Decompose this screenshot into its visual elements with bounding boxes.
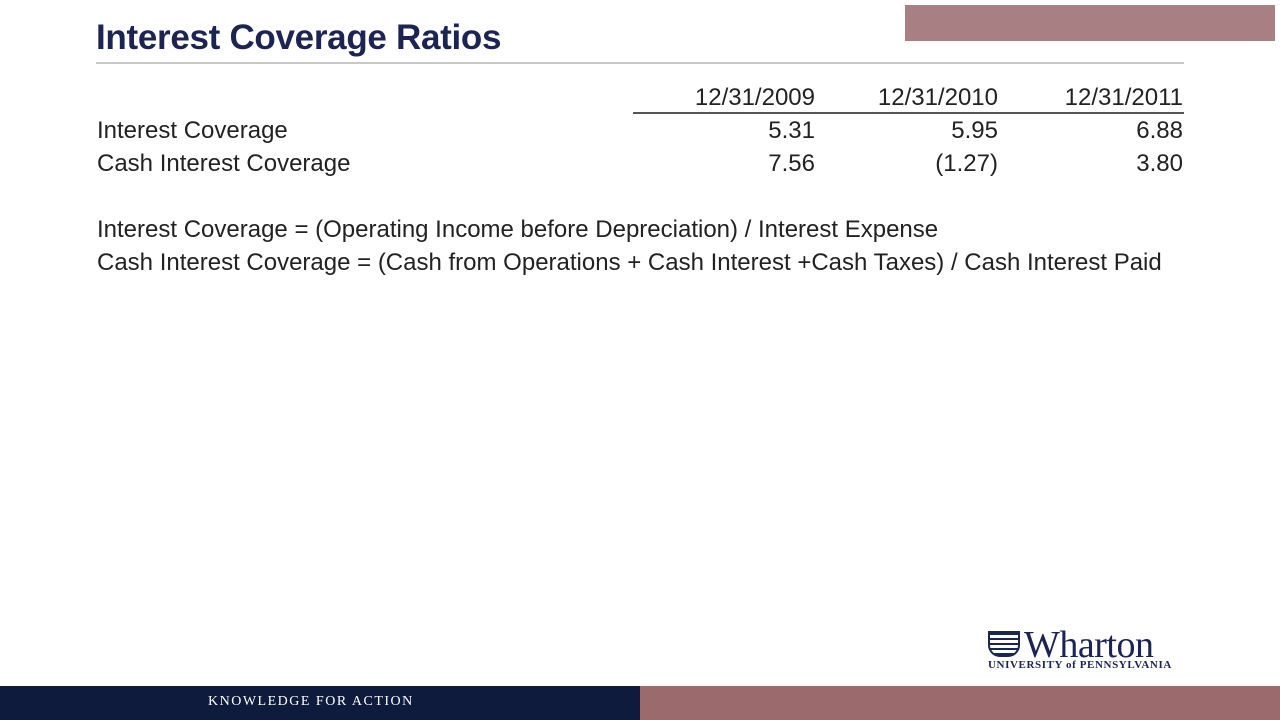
penn-shield-icon <box>988 631 1020 657</box>
column-header-2010: 12/31/2010 <box>877 84 998 111</box>
row-label-interest-coverage: Interest Coverage <box>97 117 288 144</box>
table-cell: 5.95 <box>951 117 998 144</box>
formula-cash-interest-coverage: Cash Interest Coverage = (Cash from Oper… <box>97 249 1162 276</box>
header-underline <box>633 112 1184 114</box>
logo-subtitle: UNIVERSITY of PENNSYLVANIA <box>988 659 1172 671</box>
table-cell: 7.56 <box>768 150 815 177</box>
table-cell: 6.88 <box>1136 117 1183 144</box>
column-header-2011: 12/31/2011 <box>1064 84 1183 111</box>
footer-maroon-band <box>640 686 1280 720</box>
row-label-cash-interest-coverage: Cash Interest Coverage <box>97 150 351 177</box>
table-cell: (1.27) <box>935 150 998 177</box>
formula-interest-coverage: Interest Coverage = (Operating Income be… <box>97 216 939 243</box>
formula-definitions: Interest Coverage = (Operating Income be… <box>97 213 1177 279</box>
table-cell: 3.80 <box>1136 150 1183 177</box>
table-cell: 5.31 <box>768 117 815 144</box>
slide-title: Interest Coverage Ratios <box>96 18 502 57</box>
header-accent-bar <box>905 5 1275 41</box>
footer-navy-band: KNOWLEDGE FOR ACTION <box>0 686 640 720</box>
title-divider <box>96 62 1184 64</box>
logo-wordmark: Wharton <box>1024 624 1154 666</box>
footer-tagline: KNOWLEDGE FOR ACTION <box>208 694 414 709</box>
wharton-logo: Wharton UNIVERSITY of PENNSYLVANIA <box>988 624 1198 675</box>
column-header-2009: 12/31/2009 <box>694 84 815 111</box>
